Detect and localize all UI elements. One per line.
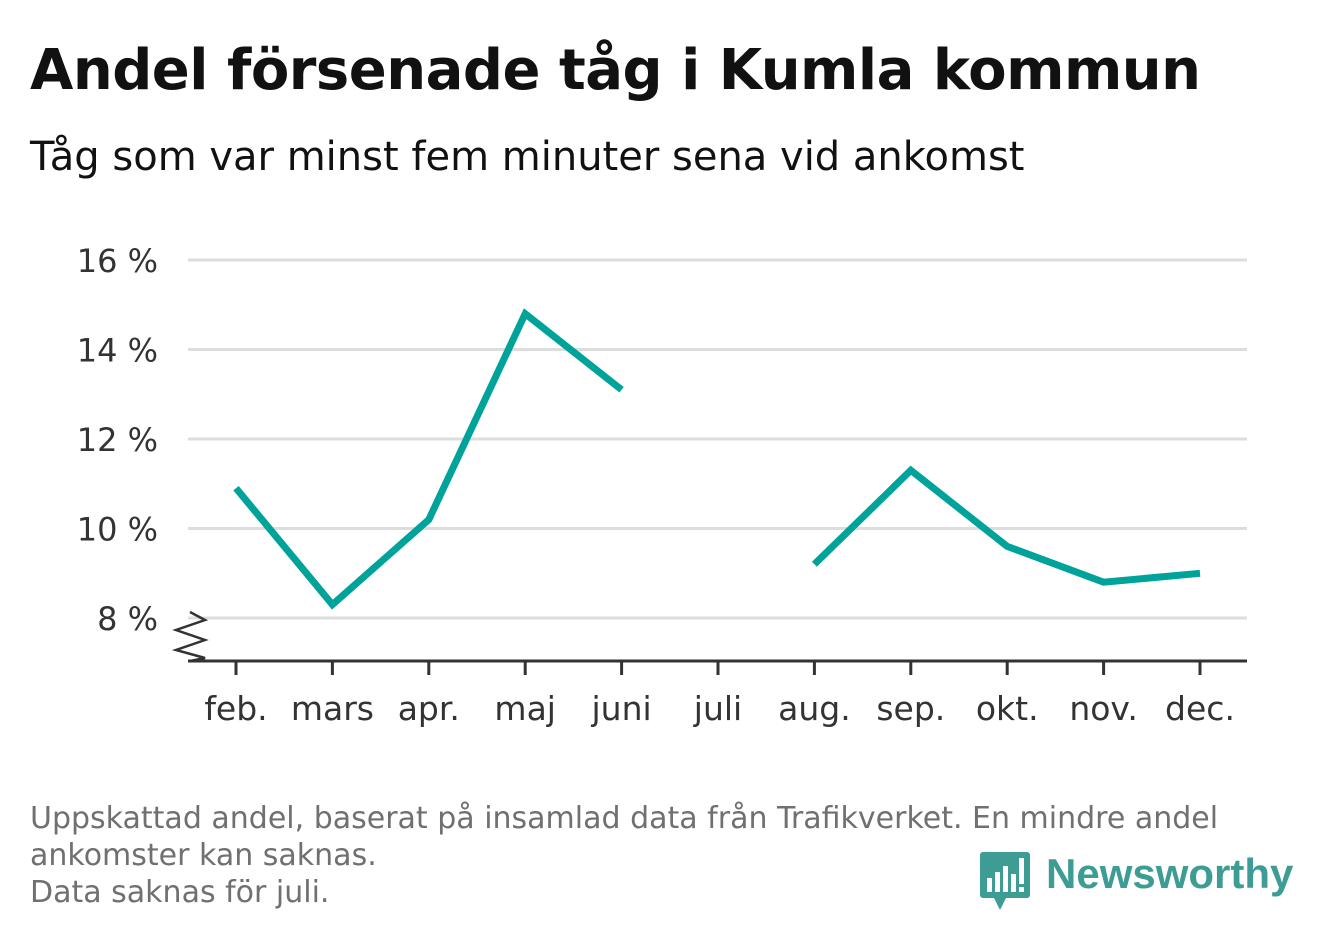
footnote-line-2: ankomster kan saknas. [30, 838, 377, 873]
grid-lines [188, 258, 1247, 620]
y-axis-ticks: 8 % 10 % 12 % 14 % 16 % [77, 242, 158, 638]
x-tick-label: sep. [876, 689, 945, 728]
chart-subtitle: Tåg som var minst fem minuter sena vid a… [30, 134, 1025, 180]
x-tick-label: aug. [778, 689, 851, 728]
x-tick-label: okt. [976, 689, 1039, 728]
y-tick-label: 10 % [77, 511, 158, 549]
y-tick-label: 12 % [77, 421, 158, 459]
y-tick-label: 16 % [77, 242, 158, 280]
series-lines [233, 308, 1201, 610]
footnote: Uppskattad andel, baserat på insamlad da… [30, 800, 1280, 911]
bar-chart-speech-bubble-icon [980, 852, 1030, 910]
footnote-line-1: Uppskattad andel, baserat på insamlad da… [30, 801, 1219, 836]
x-tick-label: juli [693, 689, 742, 728]
x-tick-label: maj [494, 689, 556, 728]
y-tick-label: 14 % [77, 332, 158, 370]
brand-name: Newsworthy [1046, 850, 1294, 897]
axis-break-marker [171, 610, 209, 663]
x-axis-ticks: feb. mars apr. maj juni juli aug. sep. okt. nov. d… [204, 661, 1235, 728]
chart-title: Andel försenade tåg i Kumla kommun [30, 38, 1201, 103]
x-tick-label: juni [591, 689, 652, 728]
line-chart: 8 % 10 % 12 % 14 % 16 % feb. mars apr. maj juni j… [77, 242, 1247, 728]
x-tick-label: dec. [1165, 689, 1235, 728]
x-tick-label: feb. [204, 689, 267, 728]
x-tick-label: nov. [1069, 689, 1138, 728]
brand[interactable]: Newsworthy [980, 850, 1300, 914]
x-tick-label: apr. [398, 689, 460, 728]
footnote-line-3: Data saknas för juli. [30, 875, 330, 910]
series-line-segment [811, 465, 1201, 586]
series-line-segment [233, 308, 624, 610]
x-tick-label: mars [291, 689, 374, 728]
y-tick-label: 8 % [97, 600, 158, 638]
